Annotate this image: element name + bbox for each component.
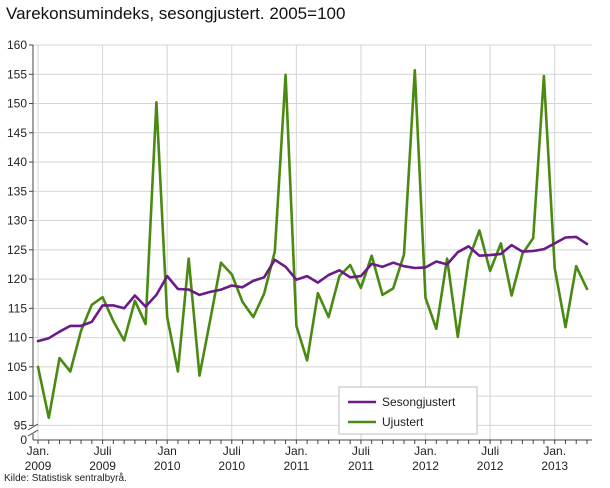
x-tick-label: Juli (481, 444, 499, 458)
y-tick-label: 95 (14, 418, 28, 432)
legend-label: Ujustert (382, 415, 424, 429)
x-tick-label: Jan (157, 444, 176, 458)
x-axis-ticks: Jan.2009Juli2009Jan2010Juli2010Jan.2011J… (25, 444, 569, 473)
x-tick-label: 2011 (348, 459, 374, 473)
chart-title: Varekonsumindeks, sesongjustert. 2005=10… (6, 4, 346, 23)
series-lines (36, 68, 589, 420)
y-tick-label: 105 (7, 360, 27, 374)
axis-break-mark (27, 423, 39, 431)
legend: Sesongjustert Ujustert (338, 386, 478, 435)
series-line-ujustert (36, 68, 589, 420)
grid-lines (33, 44, 592, 440)
x-tick-label: 2009 (25, 459, 52, 473)
x-tick-label: 2010 (154, 459, 181, 473)
legend-box (338, 386, 478, 435)
y-tick-label: 110 (8, 331, 27, 345)
x-tick-label: 2012 (477, 459, 504, 473)
y-tick-label: 125 (7, 243, 27, 257)
y-tick-label: 120 (7, 272, 27, 286)
legend-label: Sesongjustert (382, 395, 456, 409)
y-tick-label: 155 (7, 67, 27, 81)
x-tick-label: Jan. (27, 444, 50, 458)
y-tick-label: 140 (7, 155, 27, 169)
x-tick-label: 2012 (412, 459, 439, 473)
source-note: Kilde: Statistisk sentralbyrå. (4, 473, 127, 484)
x-tick-label: Juli (352, 444, 370, 458)
axis-break-mark (27, 429, 39, 437)
y-tick-label: 150 (7, 97, 27, 111)
y-tick-label: 100 (7, 389, 27, 403)
series-line-sesongjustert (36, 235, 589, 343)
y-tick-label: 130 (7, 214, 27, 228)
y-tick-label: 115 (8, 301, 27, 315)
x-tick-label: Jan. (414, 444, 437, 458)
y-tick-label: 0 (20, 433, 27, 447)
x-tick-label: Juli (223, 444, 241, 458)
x-tick-label: 2010 (218, 459, 245, 473)
y-tick-label: 145 (7, 126, 27, 140)
x-tick-label: 2011 (283, 459, 309, 473)
x-tick-label: 2009 (89, 459, 116, 473)
x-tick-label: Juli (94, 444, 112, 458)
x-tick-label: Jan. (543, 444, 566, 458)
axes (27, 44, 592, 444)
x-tick-label: 2013 (541, 459, 568, 473)
y-axis-ticks: 095 100 105 110 115 120 125 130 135 140 145 150 155 1… (7, 38, 27, 447)
x-tick-label: Jan. (285, 444, 308, 458)
y-tick-label: 160 (7, 38, 27, 52)
y-tick-label: 135 (7, 184, 27, 198)
